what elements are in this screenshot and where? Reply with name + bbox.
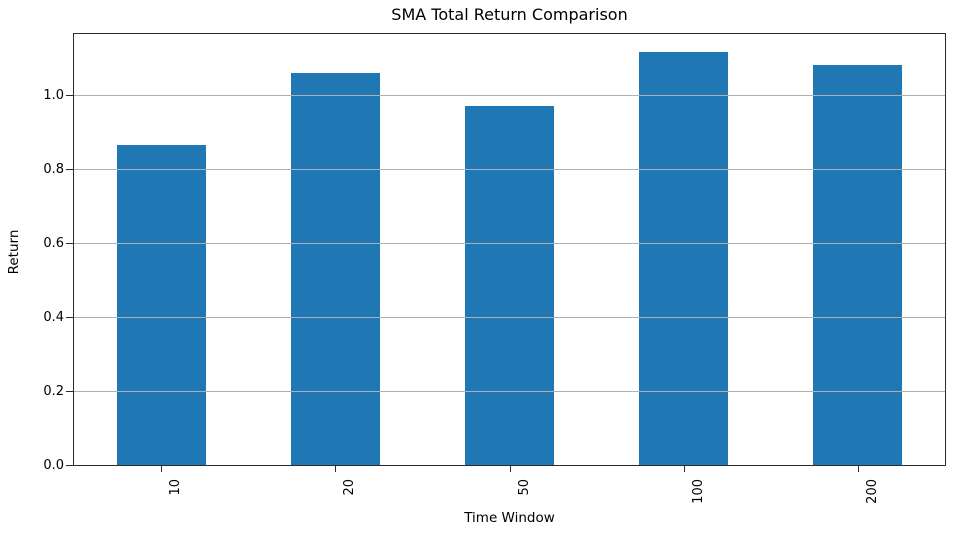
- y-tick-label: 0.2: [43, 383, 64, 399]
- plot-area: [73, 33, 946, 466]
- x-tick-label-text: 100: [690, 479, 706, 504]
- y-tick-label: 0.6: [43, 235, 64, 251]
- bar: [639, 52, 729, 465]
- gridline: [74, 390, 945, 392]
- bar: [813, 65, 903, 465]
- x-tick-mark: [683, 466, 685, 472]
- y-tick-label: 0.8: [43, 161, 64, 177]
- x-tick-label-text: 10: [168, 479, 184, 496]
- x-tick-mark: [857, 466, 859, 472]
- x-tick-mark: [509, 466, 511, 472]
- chart-title: SMA Total Return Comparison: [391, 5, 628, 24]
- bar: [116, 144, 206, 465]
- gridline: [74, 316, 945, 318]
- gridline: [74, 94, 945, 96]
- y-tick-label: 1.0: [43, 87, 64, 103]
- bar: [290, 72, 380, 465]
- bar: [465, 106, 554, 465]
- y-tick-label: 0.0: [43, 458, 64, 473]
- y-tick-mark: [66, 465, 73, 466]
- x-axis-label: Time Window: [464, 510, 555, 526]
- y-tick-mark: [66, 242, 73, 244]
- x-tick-label-text: 50: [516, 479, 532, 496]
- y-tick-label: 0.4: [43, 309, 64, 325]
- gridline: [74, 168, 945, 170]
- x-tick-mark: [161, 466, 163, 472]
- x-tick-mark: [335, 466, 337, 472]
- y-tick-mark: [66, 94, 73, 96]
- y-tick-mark: [66, 316, 73, 318]
- y-tick-mark: [66, 390, 73, 392]
- x-tick-label-text: 200: [864, 479, 880, 504]
- gridline: [74, 242, 945, 244]
- y-tick-mark: [66, 168, 73, 170]
- x-tick-label-text: 20: [342, 479, 358, 496]
